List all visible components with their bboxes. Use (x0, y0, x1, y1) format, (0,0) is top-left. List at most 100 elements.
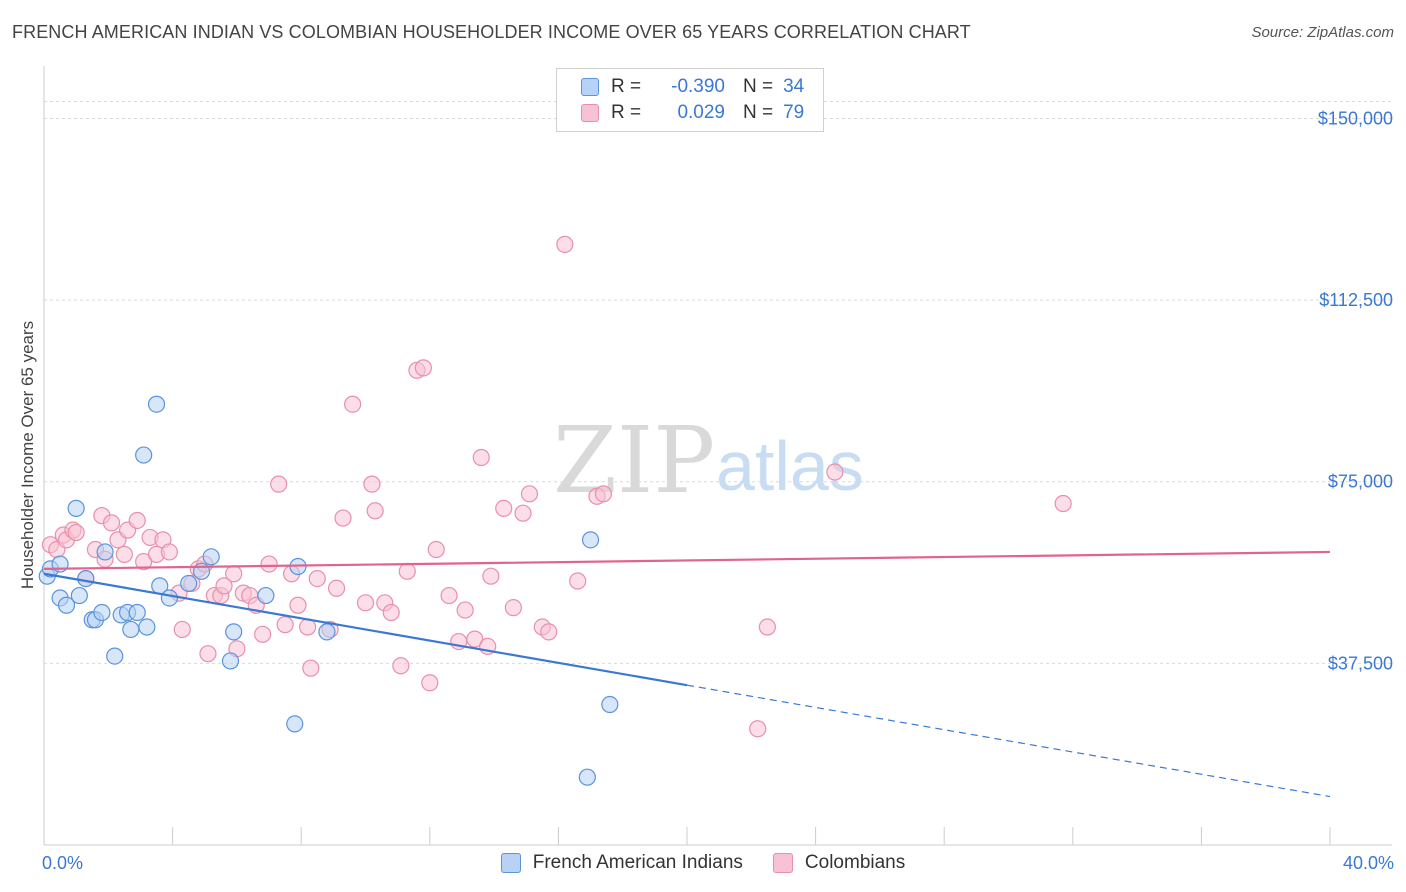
french-american-indians-point (128, 603, 146, 622)
french-american-indians-point (96, 543, 114, 561)
french-american-indians-point (601, 695, 619, 714)
legend-pink-swatch (772, 853, 793, 873)
colombians-point (270, 475, 288, 493)
french-american-indians-point (122, 620, 140, 639)
french-american-indians-point (70, 586, 88, 605)
french-american-indians-point (93, 603, 111, 622)
french-american-indians-trend-line (43, 572, 688, 687)
colombians-point (302, 659, 320, 677)
blue-swatch (581, 78, 599, 96)
colombians-point (289, 596, 307, 614)
stats-row-french-american-indians: R = -0.390 N = 34 (581, 74, 804, 100)
legend-item-french-american-indians[interactable]: French American Indians (500, 852, 743, 874)
colombians-point (276, 616, 294, 634)
french-american-indians-point (147, 395, 166, 413)
y-tick-label: $37,500 (1328, 653, 1393, 673)
colombians-point (308, 569, 326, 588)
colombians-point (199, 645, 217, 663)
r-value: 0.029 (677, 102, 725, 123)
colombians-point (556, 235, 574, 253)
source-credit: Source: ZipAtlas.com (1251, 24, 1394, 41)
colombians-point (421, 674, 439, 692)
colombians-point (414, 359, 432, 377)
colombians-point (398, 562, 416, 580)
colombians-point (472, 448, 490, 467)
colombians-trend-line (43, 550, 1331, 571)
colombians-point (344, 395, 362, 413)
colombians-point (594, 485, 613, 503)
colombians-point (254, 625, 272, 643)
legend-label: Colombians (804, 852, 906, 873)
french-american-indians-point (57, 596, 76, 614)
pink-swatch (581, 104, 599, 122)
french-american-indians-point (318, 623, 336, 641)
watermark-atlas: atlas (716, 427, 864, 505)
n-label: N = (743, 102, 774, 123)
colombians-point (115, 545, 133, 563)
colombians-point (135, 553, 153, 571)
french-american-indians-point (67, 499, 85, 517)
colombians-point (382, 603, 400, 622)
colombians-point (366, 502, 384, 520)
french-american-indians-points (38, 395, 619, 786)
french-american-indians-point (138, 618, 156, 636)
colombians-point (495, 499, 513, 517)
colombians-point (102, 514, 121, 532)
legend: French American Indians Colombians (0, 852, 1406, 874)
colombians-point (392, 657, 410, 675)
n-value: 34 (783, 76, 805, 97)
legend-label: French American Indians (532, 852, 743, 873)
french-american-indians-point (160, 589, 178, 607)
y-tick-label: $75,000 (1328, 472, 1393, 492)
colombians-point (260, 555, 278, 573)
french-american-indians-point (257, 586, 275, 605)
french-american-indians-point (180, 574, 198, 593)
grid-lines (44, 100, 1392, 664)
r-label: R = (611, 76, 642, 97)
x-axis-min-label: 0.0% (42, 853, 84, 873)
colombians-point (1054, 494, 1072, 513)
french-american-indians-point (225, 623, 243, 641)
r-value: -0.390 (671, 76, 725, 97)
french-american-indians-trend-extension (686, 684, 1331, 798)
x-axis-max-label: 40.0% (1342, 853, 1394, 873)
colombians-point (826, 463, 844, 481)
watermark-zip: ZIP (553, 407, 715, 514)
colombians-point (215, 577, 233, 595)
colombians-point (427, 540, 445, 559)
colombians-point (466, 630, 484, 648)
colombians-point (504, 599, 522, 617)
r-label: R = (611, 102, 642, 123)
colombians-point (456, 601, 474, 619)
legend-blue-swatch (500, 853, 521, 873)
stats-row-colombians: R = 0.029 N = 79 (581, 100, 804, 126)
french-american-indians-point (106, 647, 124, 665)
colombians-point (67, 523, 85, 542)
y-tick-label: $112,500 (1319, 290, 1393, 310)
y-tick-labels: $37,500 $75,000 $112,500 $150,000 (1318, 108, 1393, 673)
colombians-point (482, 567, 500, 585)
colombians-point (758, 618, 776, 636)
axes (43, 66, 1392, 846)
colombians-point (225, 565, 243, 583)
legend-item-colombians[interactable]: Colombians (772, 852, 906, 874)
y-tick-label: $150,000 (1318, 108, 1393, 128)
colombians-point (334, 509, 352, 527)
french-american-indians-point (286, 715, 304, 733)
french-american-indians-point (77, 569, 95, 588)
colombians-point (569, 572, 587, 590)
stats-box: R = -0.390 N = 34 R = 0.029 N = 79 (556, 68, 824, 132)
colombians-point (514, 504, 532, 522)
french-american-indians-point (221, 652, 240, 670)
n-value: 79 (783, 102, 805, 123)
french-american-indians-point (578, 768, 596, 786)
colombians-point (356, 594, 375, 612)
colombians-points (41, 235, 1072, 738)
n-label: N = (743, 76, 774, 97)
french-american-indians-point (135, 446, 153, 464)
colombians-point (327, 579, 346, 597)
french-american-indians-point (202, 548, 220, 566)
french-american-indians-point (581, 531, 600, 549)
colombians-point (520, 485, 539, 503)
